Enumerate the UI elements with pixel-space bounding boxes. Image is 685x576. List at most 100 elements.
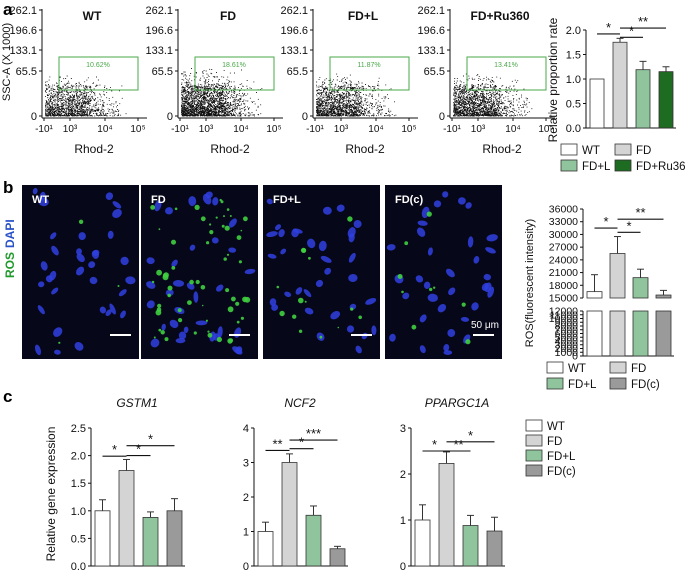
bar-FD(c) [166, 510, 183, 567]
nucleus [228, 247, 237, 253]
flow-x-tick-label: -10¹ [443, 124, 461, 135]
y-tick-label: 21000 [549, 267, 578, 279]
nucleus [211, 237, 219, 244]
ros-signal [242, 296, 248, 303]
bar-FD+L [635, 69, 651, 129]
ros-signal [164, 337, 169, 342]
flow-scatter-events [45, 75, 127, 117]
nucleus [150, 338, 160, 348]
flow-plot-3: 262.1 196.6 133.1 65.5 0-10¹ 10³ 10⁴ 10⁵ Rhod-2 F… [417, 5, 555, 156]
flow-y-tick-label: 0 [439, 111, 445, 123]
nucleus [419, 314, 427, 323]
bar-FD [612, 41, 628, 129]
bar-FD+L [305, 514, 322, 567]
nucleus [169, 319, 179, 329]
flow-ylabel: SSC-A (X 1000) [1, 23, 13, 101]
nucleus [284, 291, 292, 298]
ros-signal [229, 215, 232, 217]
flow-gate-percent: 13.41% [494, 62, 518, 69]
ros-signal [300, 247, 307, 253]
ros-signal [195, 279, 200, 285]
flow-x-tick-label: 10³ [63, 124, 78, 135]
ros-signal [223, 257, 227, 261]
flow-y-tick-label: 196.6 [417, 25, 445, 37]
microscopy-background [263, 185, 380, 359]
y-tick-label: 12000 [549, 306, 578, 318]
bar-WT [94, 510, 111, 567]
nucleus [38, 281, 45, 288]
bar-FD [281, 462, 298, 567]
nucleus [112, 209, 122, 218]
microscopy-side-label: ROS DAPI [3, 219, 17, 278]
ros-signal [358, 315, 363, 320]
flow-xlabel: Rhod-2 [74, 142, 114, 156]
y-tick-label: 36000 [549, 204, 578, 216]
flow-x-tick-label: -10¹ [171, 124, 189, 135]
y-tick-label: 0.5 [566, 99, 581, 111]
chart-b-bar: 1500018000210002400027000300003300036000… [524, 204, 674, 363]
nucleus [54, 349, 61, 355]
significance-label: ** [635, 205, 645, 220]
y-tick-label: 1 [243, 527, 249, 539]
nucleus [415, 275, 424, 283]
ros-signal [231, 296, 236, 302]
bar-lower-segment [609, 310, 626, 357]
ros-signal [227, 338, 233, 344]
nucleus [389, 333, 396, 342]
nucleus [323, 206, 332, 215]
y-tick-label: 33000 [549, 216, 578, 228]
nucleus [280, 248, 287, 255]
ros-signal [216, 336, 222, 343]
ros-signal [150, 205, 156, 210]
nucleus [154, 200, 162, 212]
ros-signal [404, 241, 409, 246]
ros-signal [308, 256, 311, 260]
y-tick-label: 2 [400, 469, 406, 481]
nucleus [295, 287, 303, 295]
y-tick-label: 0 [572, 351, 578, 363]
ros-signal [225, 288, 230, 293]
flow-y-tick-label: 196.6 [280, 25, 308, 37]
chart-ylabel: Relative gene expression [44, 427, 58, 562]
y-tick-label: 2.0 [71, 451, 86, 463]
nucleus [188, 196, 197, 207]
nucleus [76, 266, 85, 276]
flow-y-tick-label: 0 [167, 111, 173, 123]
flow-y-tick-label: 0 [31, 111, 37, 123]
flow-x-tick-label: 10³ [199, 124, 214, 135]
nucleus [465, 202, 472, 209]
nucleus [186, 282, 195, 290]
nucleus [324, 267, 332, 275]
ros-signal [227, 306, 234, 313]
nucleus [318, 240, 327, 252]
dapi-side-label: DAPI [3, 219, 17, 248]
flow-gate-percent: 10.62% [86, 62, 110, 69]
microscopy-label: FD+L [273, 194, 301, 206]
panel-letter-c: c [3, 387, 12, 406]
y-tick-label: 11000 [550, 309, 579, 321]
bar-FD+L [142, 517, 159, 567]
nucleus [483, 273, 491, 281]
legend-swatch [609, 361, 627, 374]
y-tick-label: 15000 [549, 293, 578, 305]
ros-signal [193, 331, 197, 335]
bar-lower-segment [632, 310, 649, 357]
nucleus [402, 292, 410, 300]
y-tick-label: 24000 [549, 254, 578, 266]
chart-ylabel: Relative proportion rate [546, 17, 560, 142]
nucleus [120, 310, 126, 319]
nucleus [423, 281, 431, 289]
flow-y-tick-label: 262.1 [417, 5, 445, 17]
flow-scatter-events [453, 73, 533, 117]
nucleus [427, 247, 433, 256]
significance-label: * [112, 442, 117, 457]
ros-signal [163, 272, 169, 278]
nucleus [165, 207, 173, 215]
nucleus [161, 323, 166, 331]
nucleus [171, 259, 178, 267]
bar-FD [438, 463, 455, 567]
nucleus [244, 268, 256, 275]
flow-gate [194, 56, 275, 91]
